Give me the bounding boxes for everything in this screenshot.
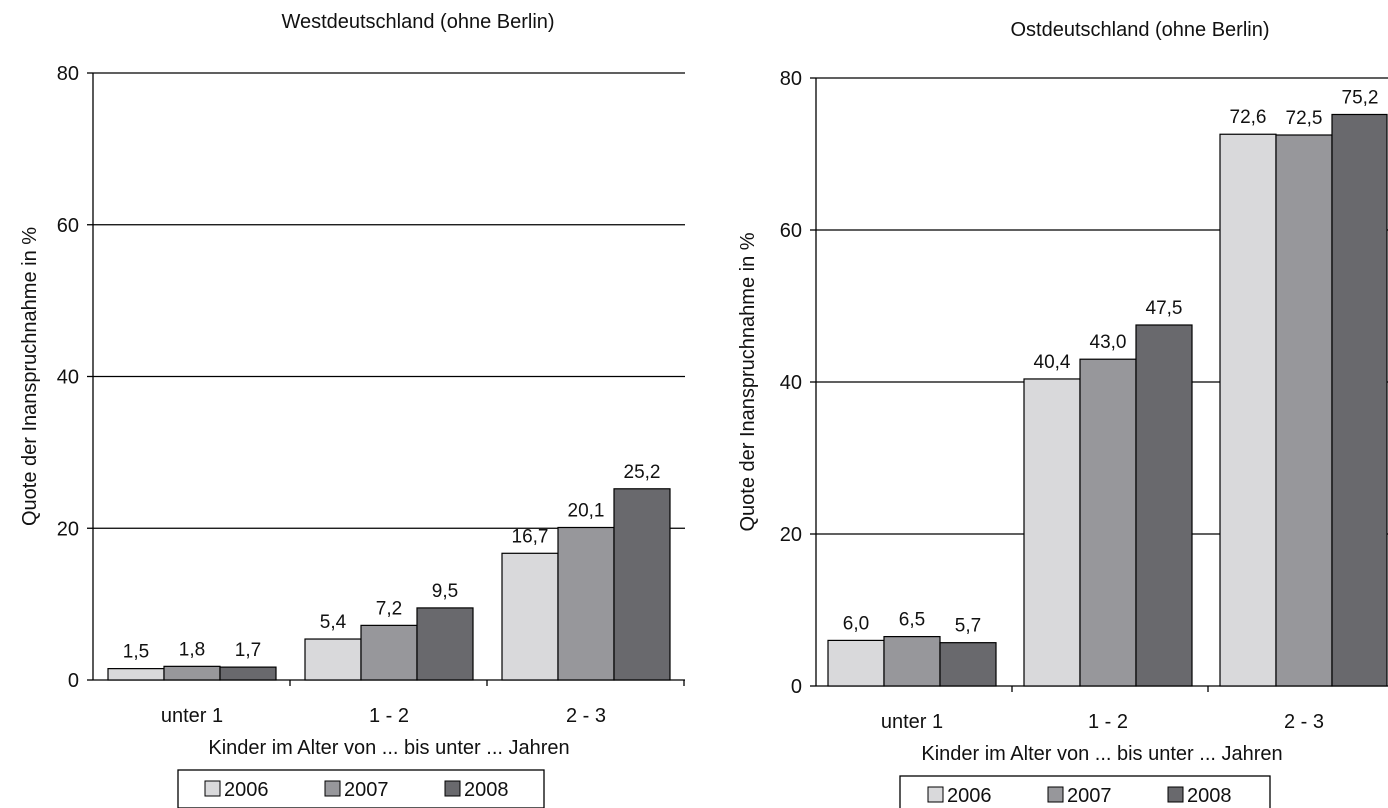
east-bar-2008 [939, 642, 997, 687]
east-data-label: 47,5 [1146, 298, 1183, 319]
west-x-tick-label: unter 1 [161, 705, 223, 727]
east-y-tick-label: 20 [780, 524, 802, 546]
east-bar-2007 [1079, 358, 1137, 687]
east-bar-2007 [1275, 134, 1333, 687]
chart-east: Ostdeutschland (ohne Berlin) 0 20 40 60 80 6,0… [694, 0, 1388, 808]
west-data-label: 5,4 [320, 612, 347, 633]
west-y-tick-label: 80 [57, 63, 79, 85]
east-y-axis-label: Quote der Inanspruchnahme in % [737, 232, 759, 531]
east-x-tick-label: 2 - 3 [1284, 711, 1324, 733]
west-y-tick-label: 40 [57, 367, 79, 389]
east-legend-label-2007: 2007 [1067, 785, 1112, 807]
west-bar-2008 [613, 488, 671, 681]
west-x-tick-label: 2 - 3 [566, 705, 606, 727]
east-legend-label-2006: 2006 [947, 785, 992, 807]
west-legend-box [177, 769, 545, 808]
west-bar-2007 [360, 624, 418, 681]
west-legend-label-2008: 2008 [464, 779, 509, 801]
west-bar-2007 [163, 665, 221, 681]
east-data-label: 72,6 [1230, 107, 1267, 128]
chart-west-svg: Westdeutschland (ohne Berlin) 0 20 40 60 80 1,… [19, 11, 685, 808]
west-legend-label-2007: 2007 [344, 779, 389, 801]
west-data-label: 16,7 [512, 526, 549, 547]
east-data-label: 72,5 [1286, 108, 1323, 129]
east-legend-swatch-2008 [1167, 786, 1184, 803]
east-bar-2006 [827, 639, 885, 687]
east-x-tick-label: unter 1 [881, 711, 943, 733]
east-bar-2008 [1135, 324, 1193, 687]
west-bar-2006 [304, 638, 362, 681]
east-chart-title: Ostdeutschland (ohne Berlin) [1010, 19, 1269, 41]
west-data-label: 1,8 [179, 639, 205, 660]
west-legend-swatch-2006 [204, 780, 221, 797]
west-y-tick-label: 0 [68, 670, 79, 692]
west-bar-2008 [219, 666, 277, 681]
west-bar-2006 [107, 668, 165, 681]
east-bar-2007 [883, 635, 941, 687]
west-y-tick-label: 60 [57, 215, 79, 237]
east-bar-2006 [1219, 133, 1277, 687]
west-x-tick-label: 1 - 2 [369, 705, 409, 727]
east-legend-swatch-2007 [1047, 786, 1064, 803]
west-data-label: 9,5 [432, 581, 458, 602]
east-y-tick-label: 80 [780, 68, 802, 90]
east-data-label: 75,2 [1342, 87, 1379, 108]
west-x-axis-label: Kinder im Alter von ... bis unter ... Ja… [208, 737, 569, 759]
west-data-label: 1,7 [235, 640, 261, 661]
east-data-label: 6,0 [843, 613, 869, 634]
east-y-tick-label: 0 [791, 676, 802, 698]
west-data-label: 7,2 [376, 598, 402, 619]
west-bar-2008 [416, 607, 474, 681]
east-data-label: 40,4 [1034, 352, 1071, 373]
east-legend-box [899, 775, 1271, 808]
east-data-label: 43,0 [1090, 332, 1127, 353]
west-y-tick-label: 20 [57, 518, 79, 540]
west-chart-title: Westdeutschland (ohne Berlin) [281, 11, 554, 33]
east-x-axis-label: Kinder im Alter von ... bis unter ... Ja… [921, 743, 1282, 765]
west-bar-2007 [557, 526, 615, 681]
west-legend-label-2006: 2006 [224, 779, 269, 801]
east-data-label: 5,7 [955, 616, 981, 637]
east-x-tick-label: 1 - 2 [1088, 711, 1128, 733]
east-y-tick-label: 40 [780, 372, 802, 394]
east-bar-2006 [1023, 378, 1081, 687]
east-y-tick-label: 60 [780, 220, 802, 242]
west-data-label: 20,1 [568, 500, 605, 521]
west-bar-2006 [501, 552, 559, 681]
east-legend-swatch-2006 [927, 786, 944, 803]
west-data-label: 1,5 [123, 642, 149, 663]
chart-west: Westdeutschland (ohne Berlin) 0 20 40 60 80 1,… [19, 11, 685, 808]
west-legend-swatch-2008 [444, 780, 461, 797]
east-legend-label-2008: 2008 [1187, 785, 1232, 807]
west-legend-swatch-2007 [324, 780, 341, 797]
west-y-axis-label: Quote der Inanspruchnahme in % [19, 227, 41, 526]
west-data-label: 25,2 [624, 462, 661, 483]
chart-east-svg: Ostdeutschland (ohne Berlin) 0 20 40 60 80 6,0… [737, 19, 1388, 808]
east-bar-2008 [1331, 113, 1388, 687]
east-data-label: 6,5 [899, 610, 925, 631]
